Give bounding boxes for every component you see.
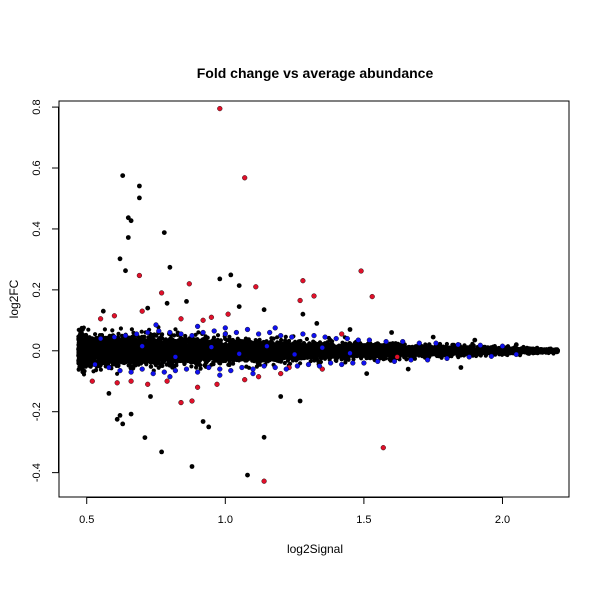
cloud-point (486, 349, 491, 354)
cloud-point (81, 325, 86, 330)
cloud-point (246, 365, 252, 370)
cloud-point (76, 356, 82, 361)
cloud-point (172, 364, 177, 369)
cloud-point (118, 326, 123, 331)
cloud-point (536, 348, 541, 353)
cloud-point (86, 327, 91, 332)
cloud-point (470, 341, 475, 346)
cloud-point (530, 350, 535, 355)
cloud-point (509, 349, 514, 354)
cloud-point (164, 362, 169, 367)
cloud-point (198, 366, 203, 371)
cloud-point (114, 363, 119, 368)
cloud-point (76, 337, 81, 342)
cloud-point (80, 369, 85, 375)
cloud-point (479, 350, 484, 355)
cloud-point (275, 335, 280, 340)
cloud-point (197, 362, 202, 367)
cloud-point (279, 337, 284, 343)
cloud-point (541, 349, 546, 354)
cloud-point (505, 346, 510, 351)
cloud-point (223, 336, 228, 341)
cloud-point (196, 330, 201, 335)
cloud-point (102, 327, 107, 332)
cloud-point (129, 327, 134, 332)
cloud-point (110, 328, 115, 333)
cloud-point (227, 334, 232, 339)
cloud-point (334, 358, 339, 363)
cloud-point (98, 367, 103, 372)
cloud-point (294, 358, 299, 363)
cloud-point (456, 355, 461, 360)
cloud-point (439, 355, 444, 360)
cloud-point (521, 347, 526, 352)
cloud-point (78, 366, 83, 371)
cloud-point (288, 361, 293, 366)
cloud-point (116, 331, 121, 336)
cloud-point (227, 360, 232, 365)
cloud-point (501, 349, 506, 354)
cloud-point (139, 329, 144, 334)
cloud-point (290, 358, 295, 363)
cloud-point (493, 352, 498, 357)
cloud-point (495, 349, 500, 354)
cloud-point (208, 356, 213, 361)
cloud-point (351, 357, 356, 362)
chart-title: Fold change vs average abundance (197, 65, 434, 81)
cloud-point (93, 368, 99, 373)
cloud-point (271, 336, 276, 341)
cloud-point (483, 353, 488, 358)
cloud-point (194, 365, 199, 370)
cloud-point (282, 360, 287, 366)
cloud-point (475, 349, 480, 354)
cloud-point (211, 362, 216, 367)
cloud-point (189, 364, 194, 369)
cloud-point (173, 327, 178, 332)
cloud-point (316, 359, 321, 364)
cloud-point (526, 346, 531, 351)
cloud-point (149, 364, 154, 369)
cloud-point (76, 361, 81, 366)
cloud-point (343, 360, 348, 365)
cloud-point (81, 363, 86, 368)
cloud-point (287, 351, 292, 356)
cloud-point (304, 336, 309, 342)
cloud-point (79, 333, 84, 338)
cloud-point (93, 332, 98, 337)
cloud-point (283, 334, 288, 339)
cloud-point (186, 338, 192, 343)
cloud-point (80, 360, 85, 365)
cloud-point (215, 333, 221, 338)
cloud-point (519, 350, 524, 355)
cloud-point (329, 338, 334, 343)
cloud-point (423, 342, 428, 347)
cloud-point (115, 371, 120, 376)
cloud-point (265, 359, 270, 364)
cloud-point (160, 363, 165, 368)
cloud-point (151, 333, 156, 338)
cloud-point (283, 338, 288, 343)
